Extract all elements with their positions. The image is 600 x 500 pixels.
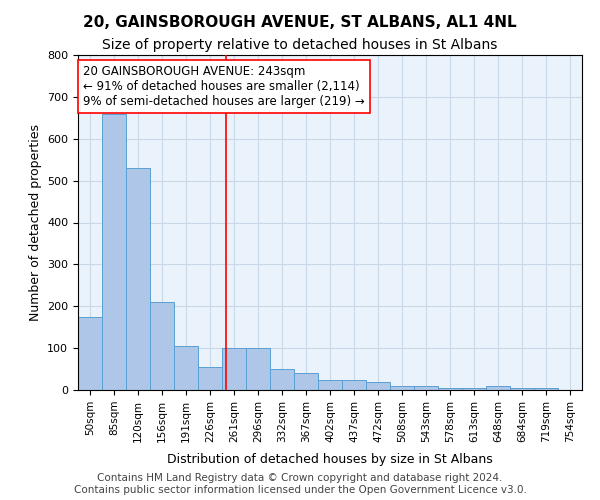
Bar <box>462 388 486 390</box>
Bar <box>102 114 126 390</box>
Bar <box>342 380 366 390</box>
Bar <box>270 369 294 390</box>
Bar <box>246 348 270 390</box>
Text: Contains HM Land Registry data © Crown copyright and database right 2024.
Contai: Contains HM Land Registry data © Crown c… <box>74 474 526 495</box>
Bar <box>390 386 414 390</box>
Bar <box>222 348 246 390</box>
Text: Size of property relative to detached houses in St Albans: Size of property relative to detached ho… <box>103 38 497 52</box>
Bar <box>198 367 222 390</box>
Text: 20 GAINSBOROUGH AVENUE: 243sqm
← 91% of detached houses are smaller (2,114)
9% o: 20 GAINSBOROUGH AVENUE: 243sqm ← 91% of … <box>83 65 365 108</box>
Bar <box>366 382 390 390</box>
Bar <box>294 373 318 390</box>
Text: 20, GAINSBOROUGH AVENUE, ST ALBANS, AL1 4NL: 20, GAINSBOROUGH AVENUE, ST ALBANS, AL1 … <box>83 15 517 30</box>
Bar <box>150 302 174 390</box>
Bar <box>438 388 462 390</box>
Bar <box>126 168 150 390</box>
X-axis label: Distribution of detached houses by size in St Albans: Distribution of detached houses by size … <box>167 453 493 466</box>
Bar <box>174 346 198 390</box>
Bar <box>78 316 102 390</box>
Bar <box>486 386 510 390</box>
Bar <box>510 388 534 390</box>
Y-axis label: Number of detached properties: Number of detached properties <box>29 124 41 321</box>
Bar <box>534 388 558 390</box>
Bar <box>318 380 342 390</box>
Bar <box>414 386 438 390</box>
